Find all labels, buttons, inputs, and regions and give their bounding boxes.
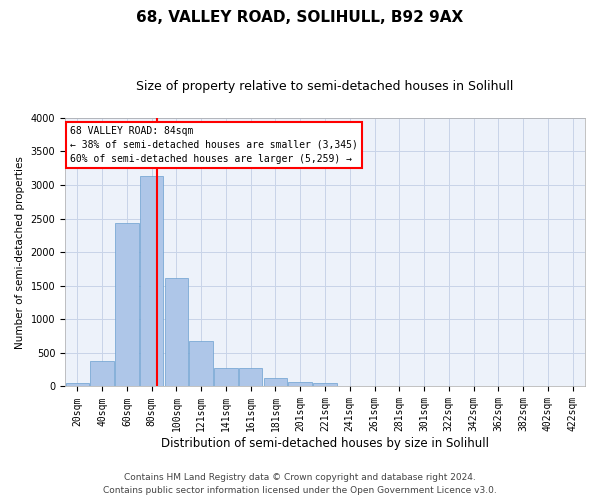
Bar bbox=[313, 383, 337, 386]
Bar bbox=[190, 341, 213, 386]
Y-axis label: Number of semi-detached properties: Number of semi-detached properties bbox=[15, 156, 25, 348]
Bar bbox=[115, 223, 139, 386]
Title: Size of property relative to semi-detached houses in Solihull: Size of property relative to semi-detach… bbox=[136, 80, 514, 93]
Bar bbox=[140, 176, 163, 386]
Bar bbox=[164, 278, 188, 386]
Bar bbox=[239, 368, 262, 386]
Bar bbox=[65, 383, 89, 386]
Bar bbox=[214, 368, 238, 386]
Text: 68, VALLEY ROAD, SOLIHULL, B92 9AX: 68, VALLEY ROAD, SOLIHULL, B92 9AX bbox=[136, 10, 464, 25]
Text: Contains HM Land Registry data © Crown copyright and database right 2024.
Contai: Contains HM Land Registry data © Crown c… bbox=[103, 474, 497, 495]
X-axis label: Distribution of semi-detached houses by size in Solihull: Distribution of semi-detached houses by … bbox=[161, 437, 489, 450]
Bar bbox=[289, 382, 312, 386]
Bar bbox=[91, 361, 114, 386]
Text: 68 VALLEY ROAD: 84sqm
← 38% of semi-detached houses are smaller (3,345)
60% of s: 68 VALLEY ROAD: 84sqm ← 38% of semi-deta… bbox=[70, 126, 358, 164]
Bar bbox=[264, 378, 287, 386]
